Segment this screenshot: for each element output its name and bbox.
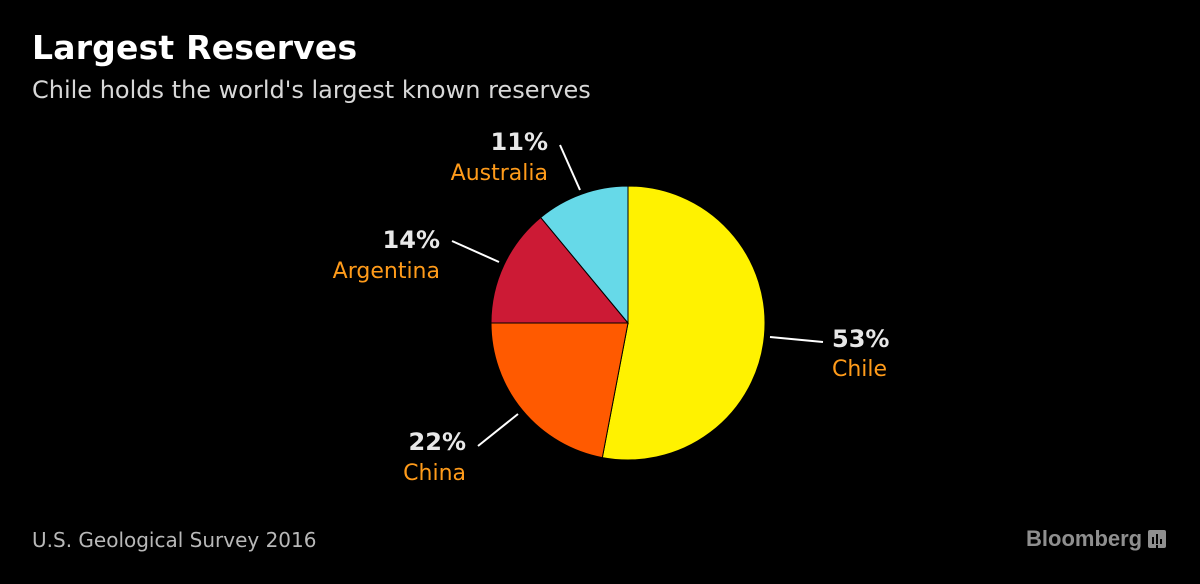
source-note: U.S. Geological Survey 2016 xyxy=(32,528,317,552)
leader-line-australia xyxy=(559,144,581,191)
chart-subtitle: Chile holds the world's largest known re… xyxy=(32,76,591,104)
bloomberg-terminal-icon xyxy=(1148,530,1167,548)
data-label-australia-name: Australia xyxy=(451,161,548,186)
leader-line-argentina xyxy=(451,240,500,263)
data-label-chile-name: Chile xyxy=(832,357,887,382)
brand-name: Bloomberg xyxy=(1026,526,1143,551)
pie-slice-chile xyxy=(601,185,766,461)
brand-logo: Bloomberg xyxy=(1026,526,1167,552)
leader-line-china xyxy=(477,413,519,447)
data-label-china-value: 22% xyxy=(409,428,466,456)
pie-slice-australia xyxy=(539,185,629,325)
data-label-argentina-name: Argentina xyxy=(333,259,440,284)
data-label-chile-value: 53% xyxy=(832,325,889,353)
pie-slice-china xyxy=(490,322,629,459)
pie-slice-argentina xyxy=(490,216,630,324)
data-label-china-name: China xyxy=(403,461,466,486)
chart-title: Largest Reserves xyxy=(32,28,358,67)
data-label-australia-value: 11% xyxy=(491,128,548,156)
data-label-argentina-value: 14% xyxy=(383,226,440,254)
leader-line-chile xyxy=(769,336,824,343)
